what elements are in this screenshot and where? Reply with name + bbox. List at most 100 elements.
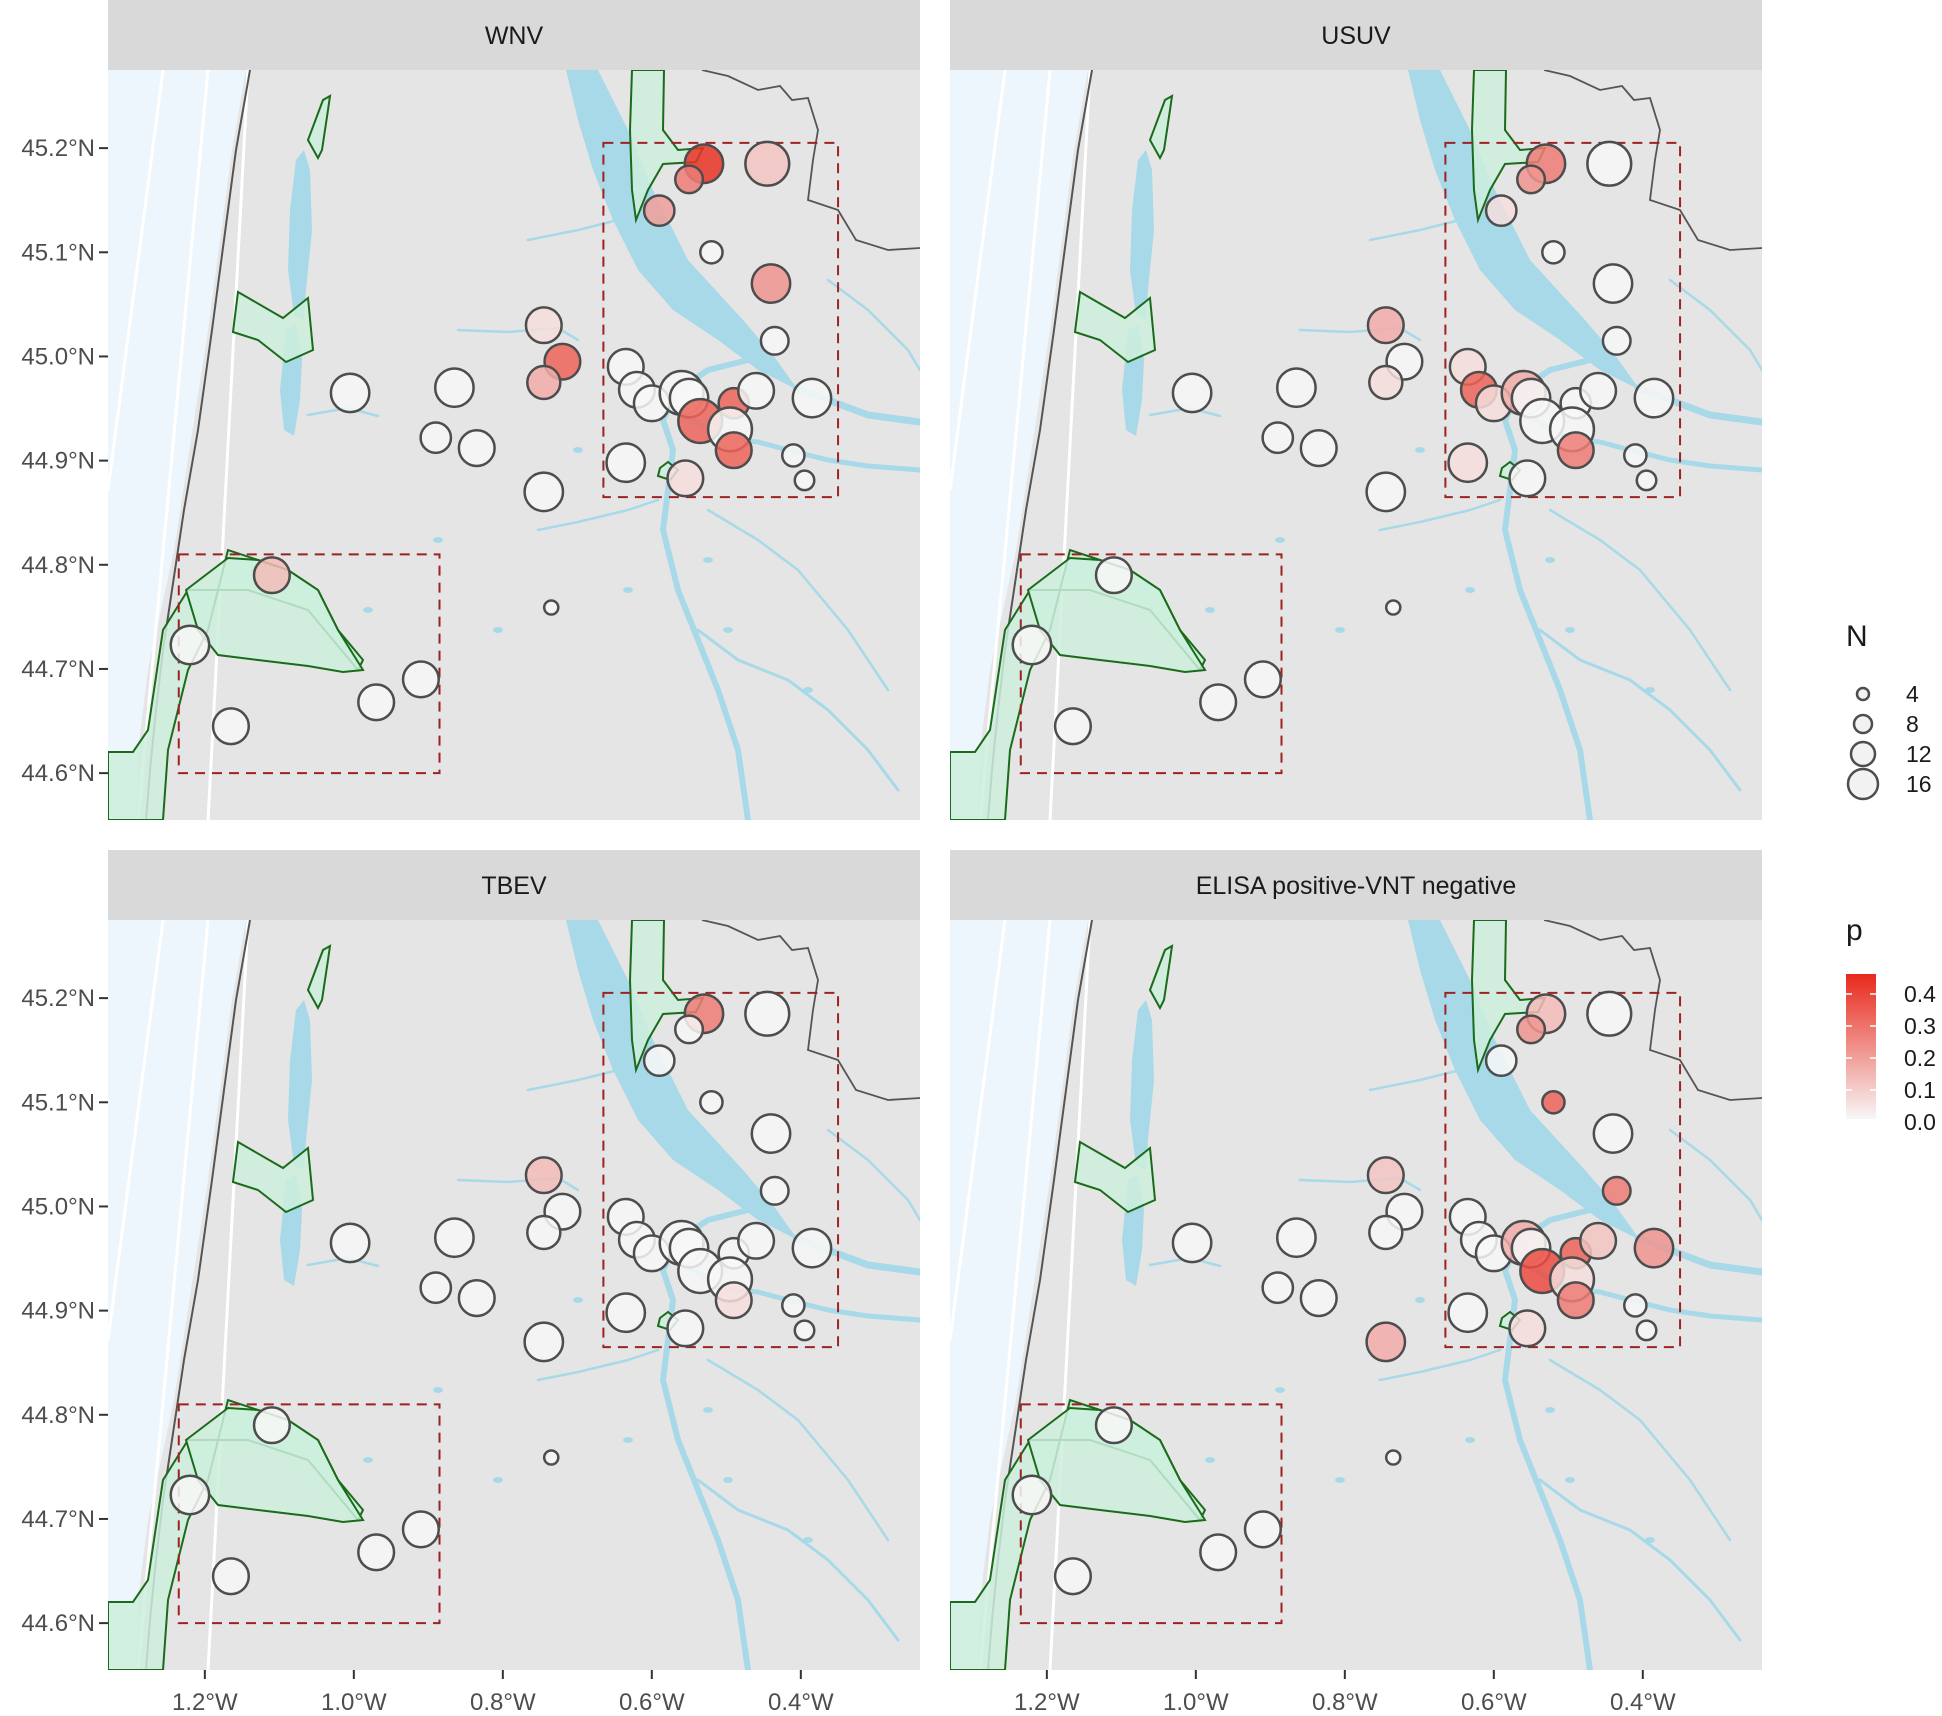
color-legend-label: 0.4	[1904, 981, 1936, 1007]
site-point	[1579, 371, 1618, 410]
site-point	[1586, 140, 1633, 187]
site-point	[329, 372, 371, 414]
y-tick-label: 45.1°N	[21, 1089, 95, 1116]
y-tick-label: 45.0°N	[21, 343, 95, 370]
pond	[803, 687, 813, 693]
pond	[1565, 627, 1575, 633]
pond	[1645, 1537, 1655, 1543]
pond	[1205, 1457, 1215, 1463]
protected-area-hourtin	[1073, 1140, 1157, 1214]
site-point	[1623, 1293, 1648, 1318]
stream	[1668, 1128, 1762, 1222]
x-tick-label: 0.4°W	[1610, 1689, 1676, 1716]
pond	[1545, 1407, 1555, 1413]
graticule-line	[136, 70, 210, 820]
site-point	[1541, 1089, 1566, 1115]
site-point	[1447, 1292, 1489, 1334]
site-point	[1199, 1533, 1238, 1572]
lake-hourtin	[288, 150, 312, 320]
x-tick-label: 1.2°W	[1014, 1689, 1080, 1716]
pond	[1565, 1477, 1575, 1483]
site-point	[759, 325, 790, 356]
site-point	[1516, 164, 1547, 195]
protected-area-north-dunes	[1148, 94, 1174, 161]
panel-title-elisa: ELISA positive-VNT negative	[1196, 872, 1517, 900]
site-point	[1592, 263, 1634, 304]
sea-area	[950, 70, 1088, 820]
panel-strip-tbev	[108, 850, 920, 920]
protected-area-north-dunes	[306, 94, 332, 161]
size-legend-label: 12	[1906, 741, 1932, 767]
map-panel-usuv	[950, 70, 1762, 820]
y-axis-top: 45.2°N 45.1°N 45.0°N 44.9°N 44.8°N 44.7°N 44.6…	[21, 135, 108, 787]
site-point	[252, 556, 291, 595]
graticule-line	[206, 920, 250, 1670]
land-background	[950, 70, 1762, 820]
pond	[1415, 447, 1425, 453]
site-point	[750, 263, 792, 304]
site-point	[1011, 624, 1053, 666]
sea-area	[108, 70, 246, 820]
site-point	[1484, 194, 1518, 228]
panel-strip-usuv	[950, 0, 1762, 70]
sea-area	[950, 920, 1088, 1670]
graticule-line	[950, 70, 1007, 491]
site-point	[1299, 1279, 1338, 1318]
site-point	[1299, 429, 1338, 468]
site-point	[1243, 660, 1282, 699]
graticule-line	[136, 920, 210, 1670]
site-point	[1508, 459, 1547, 498]
x-tick-label: 0.6°W	[1461, 1689, 1527, 1716]
size-legend-key	[1846, 767, 1880, 801]
stream	[1368, 218, 1462, 242]
stream	[1368, 1068, 1462, 1092]
site-point	[1365, 471, 1407, 513]
admin-boundary	[1543, 70, 1762, 251]
site-point	[1516, 1014, 1547, 1045]
site-point	[1366, 1156, 1405, 1195]
site-point	[759, 1175, 790, 1206]
estuary-water	[1408, 920, 1640, 1240]
site-point	[433, 367, 475, 409]
site-point	[642, 194, 676, 228]
site-point	[1053, 707, 1093, 746]
site-point	[1633, 1227, 1675, 1269]
site-point	[699, 1089, 724, 1115]
site-point	[523, 1321, 565, 1363]
pond	[1545, 557, 1555, 563]
site-point	[1579, 1221, 1618, 1260]
protected-area-north-dunes	[306, 944, 332, 1011]
site-point	[1484, 1044, 1518, 1078]
site-point	[1275, 1217, 1317, 1259]
site-point	[1601, 1175, 1632, 1206]
site-point	[1243, 1510, 1282, 1549]
site-point	[1199, 683, 1238, 722]
protected-area-hourtin	[231, 290, 315, 364]
graticule-line	[206, 70, 250, 820]
stream	[1668, 278, 1762, 372]
site-point	[714, 1281, 753, 1320]
site-point	[524, 1156, 563, 1195]
pond	[1275, 537, 1285, 543]
protected-area-estuary	[1470, 920, 1547, 1074]
site-point	[1365, 1321, 1407, 1363]
x-tick-label: 0.4°W	[768, 1689, 834, 1716]
site-point	[737, 371, 776, 410]
protected-area-arcachon-basin	[184, 1406, 365, 1524]
site-point	[211, 707, 251, 746]
pond	[493, 627, 503, 633]
x-tick-label: 1.0°W	[321, 1689, 387, 1716]
site-point	[419, 421, 453, 455]
y-tick-label: 44.8°N	[21, 1402, 95, 1429]
panel-title-tbev: TBEV	[481, 872, 547, 900]
site-point	[169, 624, 211, 666]
panel-strips: WNV USUV TBEV ELISA positive-VNT negativ…	[108, 0, 1762, 920]
site-point	[542, 1449, 560, 1466]
pond	[1335, 1477, 1345, 1483]
site-point	[211, 1557, 251, 1596]
site-point	[674, 164, 705, 195]
color-legend-label: 0.3	[1904, 1013, 1936, 1039]
map-panel-tbev	[108, 920, 920, 1670]
pond	[703, 1407, 713, 1413]
